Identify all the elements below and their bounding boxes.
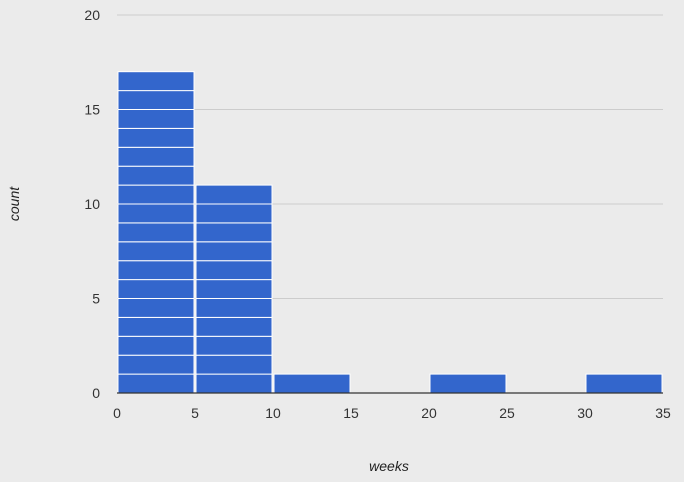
x-tick-label-0: 0 (113, 405, 121, 421)
bar-unit (195, 184, 273, 205)
bar-unit (273, 373, 351, 394)
bars (117, 71, 663, 394)
bar-unit (195, 222, 273, 243)
bar-unit (195, 241, 273, 262)
bar-unit (117, 298, 195, 318)
y-tick-label-0: 0 (92, 385, 100, 401)
bar-unit (195, 298, 273, 318)
bar-unit (117, 71, 195, 92)
x-tick-label-10: 10 (265, 405, 281, 421)
bar-unit (195, 203, 273, 224)
bar-unit (585, 373, 663, 394)
bar-unit (429, 373, 507, 394)
histogram-bar-10-15 (273, 373, 351, 394)
y-tick-label-20: 20 (84, 7, 100, 23)
y-tick-label-10: 10 (84, 196, 100, 212)
histogram-bar-20-25 (429, 373, 507, 394)
histogram-bar-0-5 (117, 71, 195, 394)
x-tick-label-5: 5 (191, 405, 199, 421)
bar-unit (117, 335, 195, 356)
x-tick-label-20: 20 (421, 405, 437, 421)
x-tick-label-25: 25 (499, 405, 515, 421)
bar-unit (117, 222, 195, 243)
y-tick-label-5: 5 (92, 291, 100, 307)
x-tick-label-15: 15 (343, 405, 359, 421)
bar-unit (117, 354, 195, 375)
bar-unit (117, 165, 195, 186)
bar-unit (117, 184, 195, 205)
bar-unit (195, 354, 273, 375)
bar-unit (117, 203, 195, 224)
bar-unit (117, 316, 195, 337)
bar-unit (195, 335, 273, 356)
y-axis-title: count (6, 186, 22, 221)
y-tick-label-15: 15 (84, 102, 100, 118)
x-axis-title: weeks (369, 458, 409, 474)
bar-unit (117, 260, 195, 281)
axes: 0 5 10 15 20 0 5 10 15 20 25 30 35 (84, 7, 671, 421)
bar-unit (195, 316, 273, 337)
bar-unit (117, 241, 195, 262)
bar-unit (195, 373, 273, 394)
bar-unit (117, 146, 195, 167)
x-tick-label-35: 35 (655, 405, 671, 421)
histogram-bar-30-35 (585, 373, 663, 394)
bar-unit (117, 109, 195, 129)
bar-unit (117, 279, 195, 300)
x-tick-label-30: 30 (577, 405, 593, 421)
bar-unit (117, 373, 195, 394)
bar-unit (117, 127, 195, 148)
bar-unit (117, 90, 195, 110)
bar-unit (195, 260, 273, 281)
histogram-bar-5-10 (195, 184, 273, 394)
bar-unit (195, 279, 273, 300)
